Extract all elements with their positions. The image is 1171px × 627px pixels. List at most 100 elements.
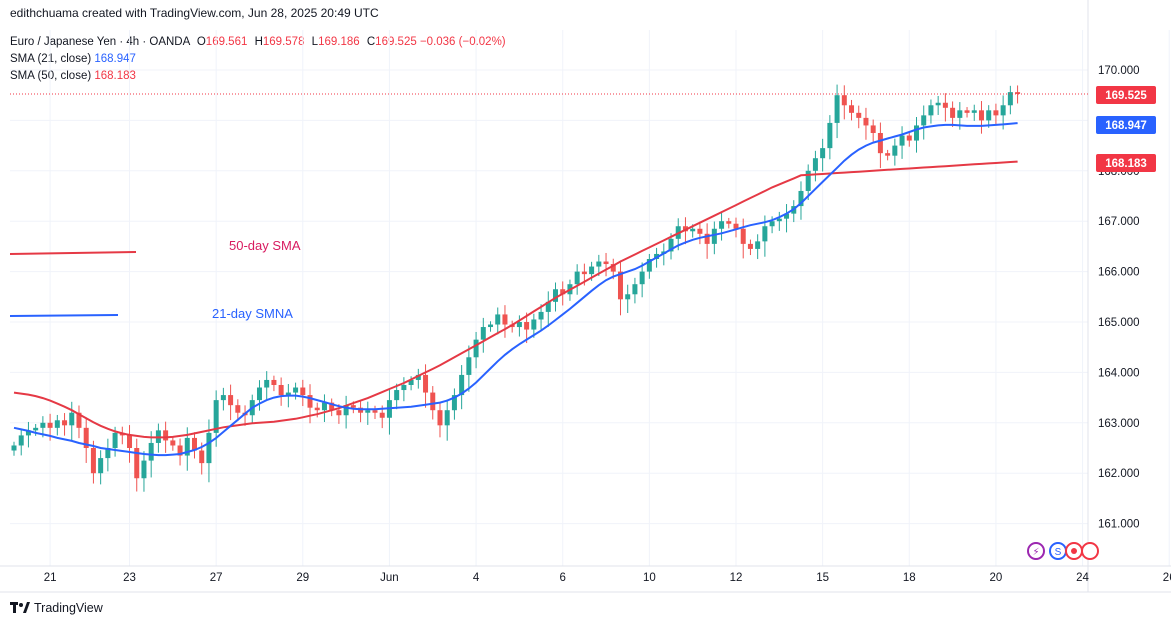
candle-body	[560, 289, 566, 295]
time-tick-label: 15	[816, 572, 829, 584]
time-tick-label: 29	[296, 572, 309, 584]
candle-body	[538, 311, 544, 320]
candle-body	[473, 339, 479, 358]
candle-body	[849, 105, 855, 113]
time-tick-label: Jun	[380, 572, 399, 584]
candle-body	[228, 395, 234, 406]
candle-body	[639, 271, 645, 285]
candle-body	[69, 412, 75, 426]
candle-body	[769, 221, 775, 227]
candle-body	[271, 379, 277, 385]
time-tick-label: 18	[903, 572, 916, 584]
candle-body	[33, 427, 39, 431]
annotation-sma50-swatch	[9, 251, 137, 255]
high-value: 169.578	[262, 36, 305, 48]
candle-body	[978, 110, 984, 121]
candle-body	[950, 107, 956, 118]
chart-credit: edithchuama created with TradingView.com…	[10, 6, 379, 20]
candle-body	[747, 243, 753, 249]
candle-body	[877, 133, 883, 154]
candle-body	[524, 322, 530, 330]
candle-body	[610, 264, 616, 272]
candle-body	[47, 422, 53, 428]
candle-body	[184, 437, 190, 456]
candle-body	[105, 448, 111, 459]
candle-body	[163, 430, 169, 441]
candle-body	[553, 289, 558, 302]
time-tick-label: 24	[1076, 572, 1089, 584]
candle-body	[278, 385, 284, 396]
candle-body	[293, 387, 299, 393]
candle-body	[206, 432, 212, 464]
candle-body	[863, 117, 869, 126]
time-tick-label: 6	[560, 572, 566, 584]
candle-body	[379, 412, 385, 418]
candle-body	[350, 405, 356, 408]
economic-event-icon-2[interactable]	[1081, 542, 1099, 560]
annotation-sma21-text: 21-day SMNA	[212, 306, 293, 321]
time-tick-label: 27	[210, 572, 223, 584]
candle-body	[40, 422, 46, 428]
event-icons[interactable]: ⚡ S	[1027, 542, 1099, 560]
candle-body	[329, 402, 335, 411]
candle-body	[112, 432, 118, 448]
candle-body	[256, 387, 262, 401]
price-axis[interactable]: 170.000169.000168.000167.000166.000165.0…	[1098, 65, 1140, 531]
sma21-price-tag: 168.947	[1096, 116, 1156, 134]
candle-body	[971, 110, 977, 113]
candle-body	[372, 410, 378, 413]
candle-body	[423, 374, 429, 393]
lightning-event-icon[interactable]	[1027, 542, 1045, 560]
candle-body	[358, 407, 364, 413]
candle-body	[805, 170, 811, 191]
candle-body	[820, 148, 826, 159]
candle-body	[408, 379, 414, 385]
close-label: C	[366, 36, 376, 48]
candle-body	[98, 458, 104, 474]
price-tick-label: 166.000	[1098, 267, 1140, 279]
candle-body	[488, 324, 494, 328]
candle-body	[646, 259, 652, 272]
candle-body	[148, 442, 154, 461]
sma50-line	[13, 160, 1018, 439]
candle-body	[127, 435, 133, 448]
candle-body	[545, 301, 551, 312]
candle-body	[415, 374, 421, 380]
candle-body	[365, 410, 371, 413]
candle-body	[300, 387, 306, 396]
high-label: H	[254, 36, 263, 48]
candle-body	[596, 261, 602, 267]
candle-body	[827, 122, 833, 149]
candle-body	[632, 284, 638, 295]
candle-body	[581, 271, 587, 275]
candle-body	[1000, 105, 1006, 116]
symbol-title[interactable]: Euro / Japanese Yen · 4h · OANDA	[10, 36, 190, 48]
candle-body	[264, 379, 270, 388]
legend-symbol-row: Euro / Japanese Yen · 4h · OANDA O169.56…	[10, 34, 506, 51]
candle-body	[141, 460, 147, 479]
candle-body	[986, 110, 992, 121]
candle-body	[336, 410, 342, 416]
candle-body	[697, 228, 703, 234]
candle-body	[235, 405, 241, 413]
candle-body	[885, 153, 891, 156]
candle-body	[170, 440, 176, 446]
candle-body	[942, 102, 948, 108]
candle-body	[719, 221, 725, 229]
candle-body	[964, 110, 970, 113]
tradingview-logo[interactable]: TradingView	[10, 601, 103, 615]
time-axis[interactable]: 21232729Jun4610121518202426Jul	[44, 572, 1171, 584]
candle-body	[935, 102, 941, 106]
candle-body	[762, 226, 768, 242]
candle-body	[307, 395, 313, 408]
candle-body	[76, 412, 82, 428]
candle-body	[480, 327, 486, 340]
candle-body	[812, 158, 818, 171]
time-tick-label: 21	[44, 572, 57, 584]
time-tick-label: 26	[1163, 572, 1171, 584]
candle-body	[451, 395, 457, 411]
annotation-sma50-text: 50-day SMA	[229, 238, 301, 253]
sma50-value: 168.183	[94, 70, 136, 82]
svg-text:⚡: ⚡	[1032, 547, 1039, 558]
